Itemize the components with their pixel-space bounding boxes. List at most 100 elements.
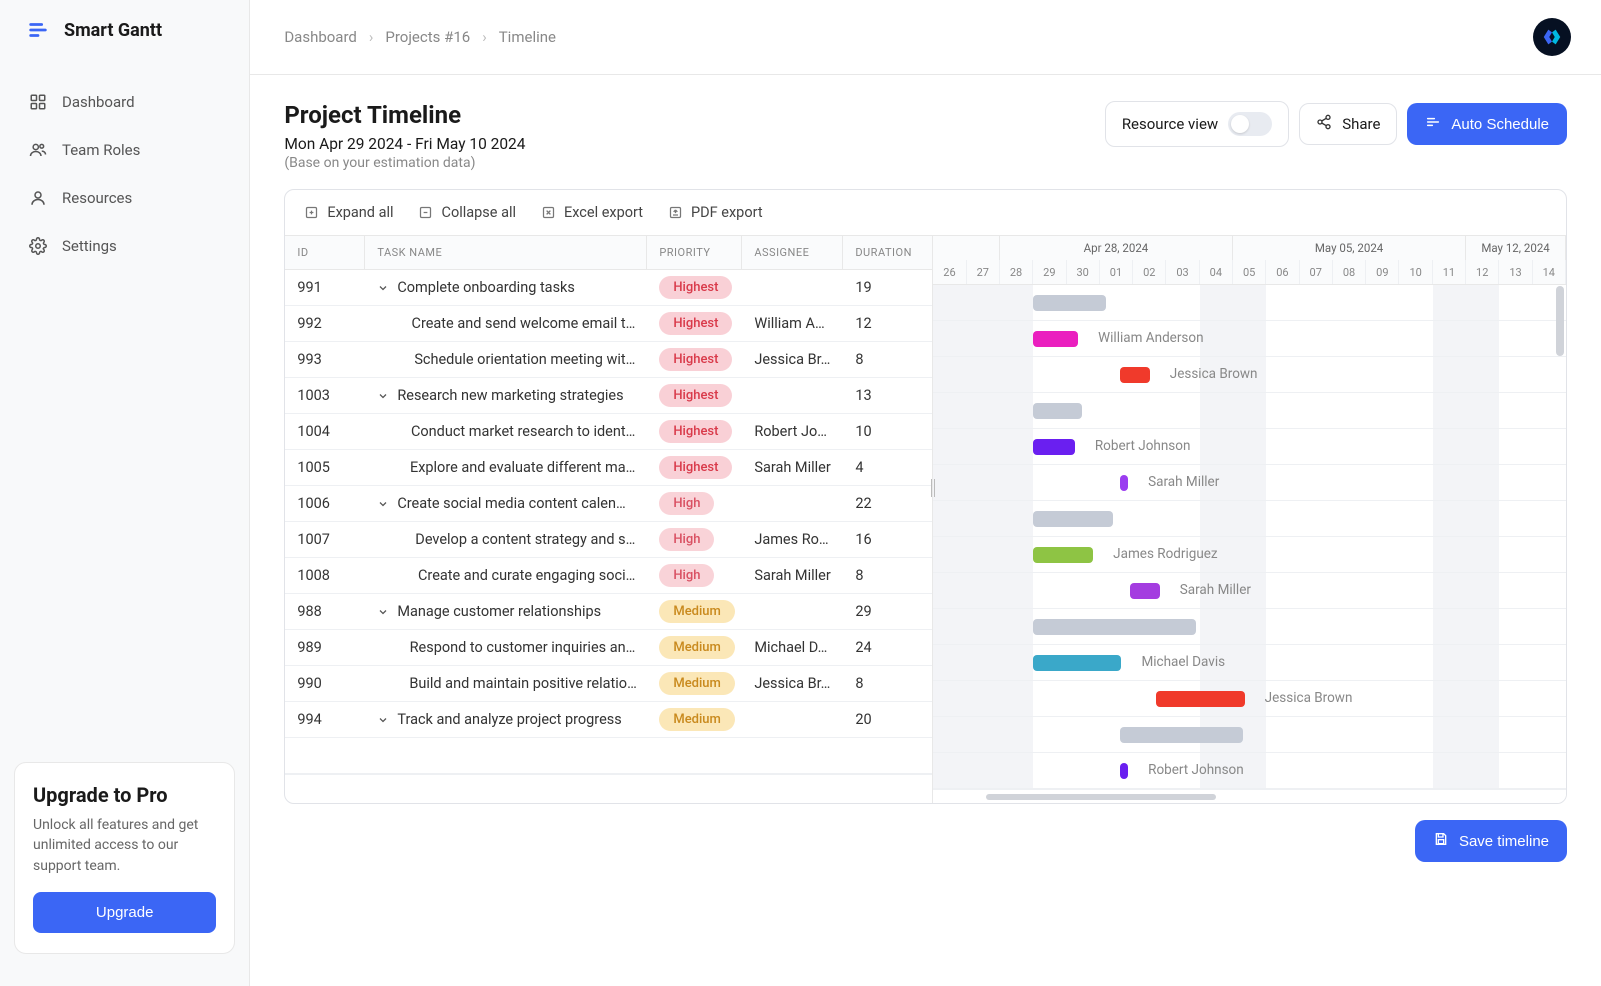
chevron-down-icon[interactable] <box>377 713 391 727</box>
gantt-bar[interactable] <box>1120 367 1150 383</box>
app-logo-icon[interactable] <box>1533 18 1571 56</box>
gantt-bar[interactable] <box>1033 655 1121 671</box>
save-timeline-button[interactable]: Save timeline <box>1415 820 1567 862</box>
timeline-day-header: 01 <box>1100 260 1133 284</box>
table-row[interactable]: 992Create and send welcome email t…Highe… <box>285 306 932 342</box>
upgrade-title: Upgrade to Pro <box>33 783 216 807</box>
timeline-week-header: May 12, 2024 <box>1466 236 1566 260</box>
tool-label: Collapse all <box>442 204 517 221</box>
gantt-bar[interactable] <box>1033 403 1081 419</box>
chevron-down-icon[interactable] <box>377 389 391 403</box>
grid-splitter[interactable] <box>929 476 937 500</box>
table-row[interactable]: 1007Develop a content strategy and s…Hig… <box>285 522 932 558</box>
timeline-day-header: 13 <box>1499 260 1532 284</box>
table-row[interactable]: 1004Conduct market research to ident…Hig… <box>285 414 932 450</box>
gantt-bar[interactable] <box>1033 511 1113 527</box>
gantt-bar[interactable] <box>1033 619 1196 635</box>
cell-priority: Highest <box>647 276 742 299</box>
gantt-bar[interactable] <box>1033 547 1093 563</box>
upgrade-card: Upgrade to Pro Unlock all features and g… <box>14 762 235 954</box>
table-row[interactable]: 1005Explore and evaluate different ma…Hi… <box>285 450 932 486</box>
col-header-assignee[interactable]: ASSIGNEE <box>742 236 843 269</box>
cell-task-name: Complete onboarding tasks <box>365 279 647 296</box>
gantt-bar-label: Michael Davis <box>1141 654 1225 670</box>
gantt-bar[interactable] <box>1033 295 1106 311</box>
cell-duration: 22 <box>843 495 933 512</box>
expand-all-button[interactable]: Expand all <box>303 204 393 221</box>
sidebar-item-dashboard[interactable]: Dashboard <box>14 78 235 126</box>
cell-duration: 8 <box>843 675 933 692</box>
h-scroll-right[interactable] <box>933 789 1566 803</box>
table-row[interactable]: 990Build and maintain positive relatio…M… <box>285 666 932 702</box>
cell-priority: Medium <box>647 672 742 695</box>
cell-id: 988 <box>285 603 365 620</box>
cell-task-name: Schedule orientation meeting wit… <box>365 351 647 368</box>
cell-duration: 10 <box>843 423 933 440</box>
gantt-bar[interactable] <box>1130 583 1160 599</box>
col-header-duration[interactable]: DURATION <box>843 236 933 269</box>
table-row[interactable]: 1008Create and curate engaging soci…High… <box>285 558 932 594</box>
timeline-row <box>933 609 1566 645</box>
collapse-icon <box>418 205 434 221</box>
table-row[interactable]: 989Respond to customer inquiries an…Medi… <box>285 630 932 666</box>
breadcrumb-item[interactable]: Dashboard <box>284 28 357 46</box>
table-row[interactable]: 994Track and analyze project progressMed… <box>285 702 932 738</box>
timeline-row: James Rodriguez <box>933 537 1566 573</box>
breadcrumb-item[interactable]: Projects #16 <box>385 28 470 46</box>
gantt-bar[interactable] <box>1120 475 1128 491</box>
v-scroll-thumb[interactable] <box>1556 286 1564 356</box>
gantt-bar-label: Robert Johnson <box>1095 438 1191 454</box>
col-header-id[interactable]: ID <box>285 236 365 269</box>
share-button[interactable]: Share <box>1299 103 1397 145</box>
expand-icon <box>303 205 319 221</box>
gantt-bar[interactable] <box>1033 331 1078 347</box>
sidebar-item-team-roles[interactable]: Team Roles <box>14 126 235 174</box>
cell-task-name: Create and send welcome email t… <box>365 315 647 332</box>
cell-priority: Medium <box>647 708 742 731</box>
gantt-toolbar: Expand all Collapse all Excel export PDF… <box>285 190 1566 236</box>
timeline-row: Michael Davis <box>933 645 1566 681</box>
timeline-day-header: 03 <box>1166 260 1199 284</box>
excel-export-button[interactable]: Excel export <box>540 204 643 221</box>
timeline-day-header: 10 <box>1399 260 1432 284</box>
gantt-bar[interactable] <box>1156 691 1244 707</box>
table-row[interactable]: 991Complete onboarding tasksHighest19 <box>285 270 932 306</box>
sidebar-item-resources[interactable]: Resources <box>14 174 235 222</box>
h-scroll-thumb[interactable] <box>986 794 1216 800</box>
timeline-week-header: May 05, 2024 <box>1233 236 1466 260</box>
chevron-down-icon[interactable] <box>377 605 391 619</box>
table-row[interactable] <box>285 738 932 774</box>
task-name-text: Complete onboarding tasks <box>397 279 575 296</box>
resource-view-toggle[interactable]: Resource view <box>1105 101 1289 147</box>
gantt-bar[interactable] <box>1033 439 1075 455</box>
priority-badge: Highest <box>659 384 732 407</box>
table-row[interactable]: 993Schedule orientation meeting wit…High… <box>285 342 932 378</box>
chevron-down-icon[interactable] <box>377 497 391 511</box>
collapse-all-button[interactable]: Collapse all <box>418 204 517 221</box>
col-header-priority[interactable]: PRIORITY <box>647 236 742 269</box>
cell-duration: 16 <box>843 531 933 548</box>
sidebar-item-settings[interactable]: Settings <box>14 222 235 270</box>
gantt-bar[interactable] <box>1120 763 1128 779</box>
breadcrumb-item[interactable]: Timeline <box>499 28 556 46</box>
auto-schedule-button[interactable]: Auto Schedule <box>1407 103 1567 145</box>
pdf-export-button[interactable]: PDF export <box>667 204 763 221</box>
table-row[interactable]: 1006Create social media content calen…Hi… <box>285 486 932 522</box>
timeline-row <box>933 717 1566 753</box>
timeline-day-header: 09 <box>1366 260 1399 284</box>
table-row[interactable]: 988Manage customer relationshipsMedium29 <box>285 594 932 630</box>
table-row[interactable]: 1003Research new marketing strategiesHig… <box>285 378 932 414</box>
gantt-container: Expand all Collapse all Excel export PDF… <box>284 189 1567 804</box>
gantt-bar-label: Jessica Brown <box>1170 366 1258 382</box>
gantt-bar[interactable] <box>1120 727 1243 743</box>
gantt-bar-label: Jessica Brown <box>1265 690 1353 706</box>
cell-id: 991 <box>285 279 365 296</box>
h-scroll-left[interactable] <box>285 774 932 788</box>
col-header-task-name[interactable]: TASK NAME <box>365 236 647 269</box>
gantt-bar-label: William Anderson <box>1098 330 1203 346</box>
upgrade-button[interactable]: Upgrade <box>33 892 216 933</box>
cell-assignee: Sarah Miller <box>742 459 843 476</box>
task-name-text: Schedule orientation meeting wit… <box>388 351 635 368</box>
column-headers: ID TASK NAME PRIORITY ASSIGNEE DURATION <box>285 236 932 270</box>
chevron-down-icon[interactable] <box>377 281 391 295</box>
